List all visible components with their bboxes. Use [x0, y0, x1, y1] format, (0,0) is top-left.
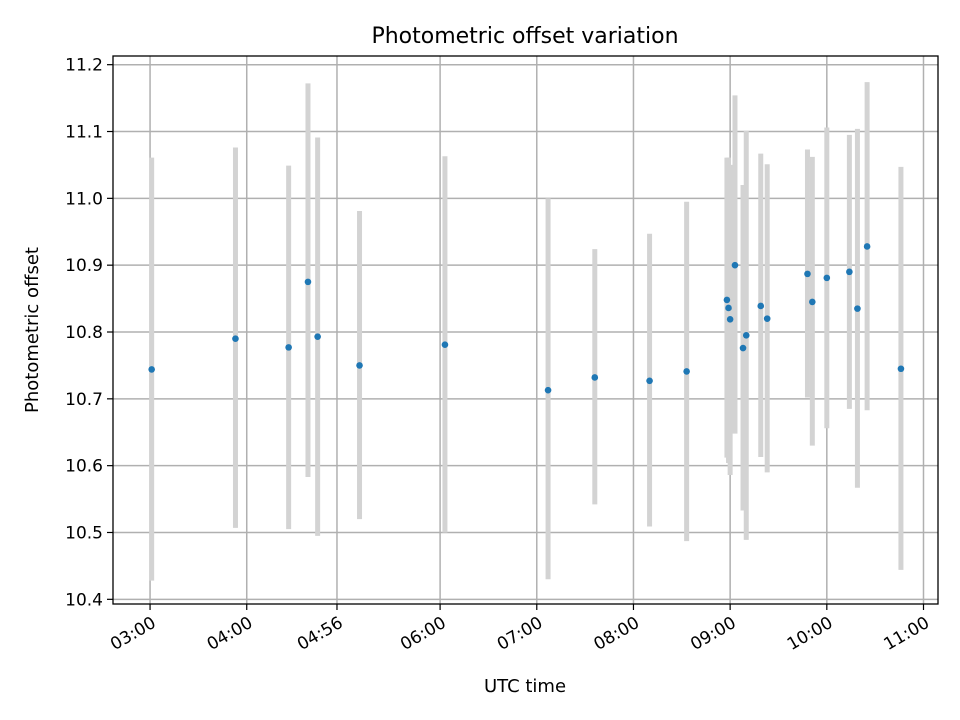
data-point: [863, 243, 871, 250]
chart-title: Photometric offset variation: [371, 24, 678, 49]
data-point: [897, 365, 905, 373]
plot-frame: [112, 55, 939, 605]
y-tick-label: 10.5: [65, 523, 103, 543]
data-point: [809, 298, 816, 306]
data-point: [731, 261, 739, 269]
data-point: [544, 386, 552, 394]
data-point: [846, 268, 853, 276]
data-point: [285, 344, 292, 351]
grid: [113, 56, 938, 604]
data-point: [723, 296, 731, 304]
y-axis-ticks: 10.4 10.5 10.6 10.7 10.8 10.9 11.0 11.1 11.2: [65, 56, 113, 610]
y-tick-label: 11.2: [65, 56, 103, 76]
data-point: [763, 315, 771, 322]
data-points: [148, 243, 905, 394]
data-point: [441, 341, 449, 349]
data-point: [804, 270, 811, 278]
data-point: [725, 304, 732, 312]
y-tick-label: 10.6: [65, 457, 103, 477]
y-tick-label: 10.4: [65, 590, 103, 610]
data-point: [726, 316, 734, 323]
y-tick-label: 10.7: [65, 390, 103, 410]
data-point: [683, 368, 690, 375]
data-point: [742, 332, 750, 339]
data-point: [314, 333, 321, 340]
data-point: [854, 305, 861, 312]
data-point: [591, 374, 599, 381]
data-point: [356, 362, 363, 369]
x-axis-label: UTC time: [484, 676, 566, 697]
data-point: [304, 278, 312, 286]
data-point: [232, 335, 239, 342]
data-point: [739, 344, 747, 352]
data-point: [823, 274, 831, 282]
data-point: [757, 302, 765, 310]
y-tick-label: 11.1: [65, 123, 103, 143]
y-tick-label: 10.9: [65, 256, 103, 276]
y-axis-label: Photometric offset: [22, 247, 43, 413]
y-tick-label: 10.8: [65, 323, 103, 343]
data-point: [148, 366, 155, 373]
y-tick-label: 11.0: [65, 189, 103, 209]
data-point: [646, 377, 653, 385]
